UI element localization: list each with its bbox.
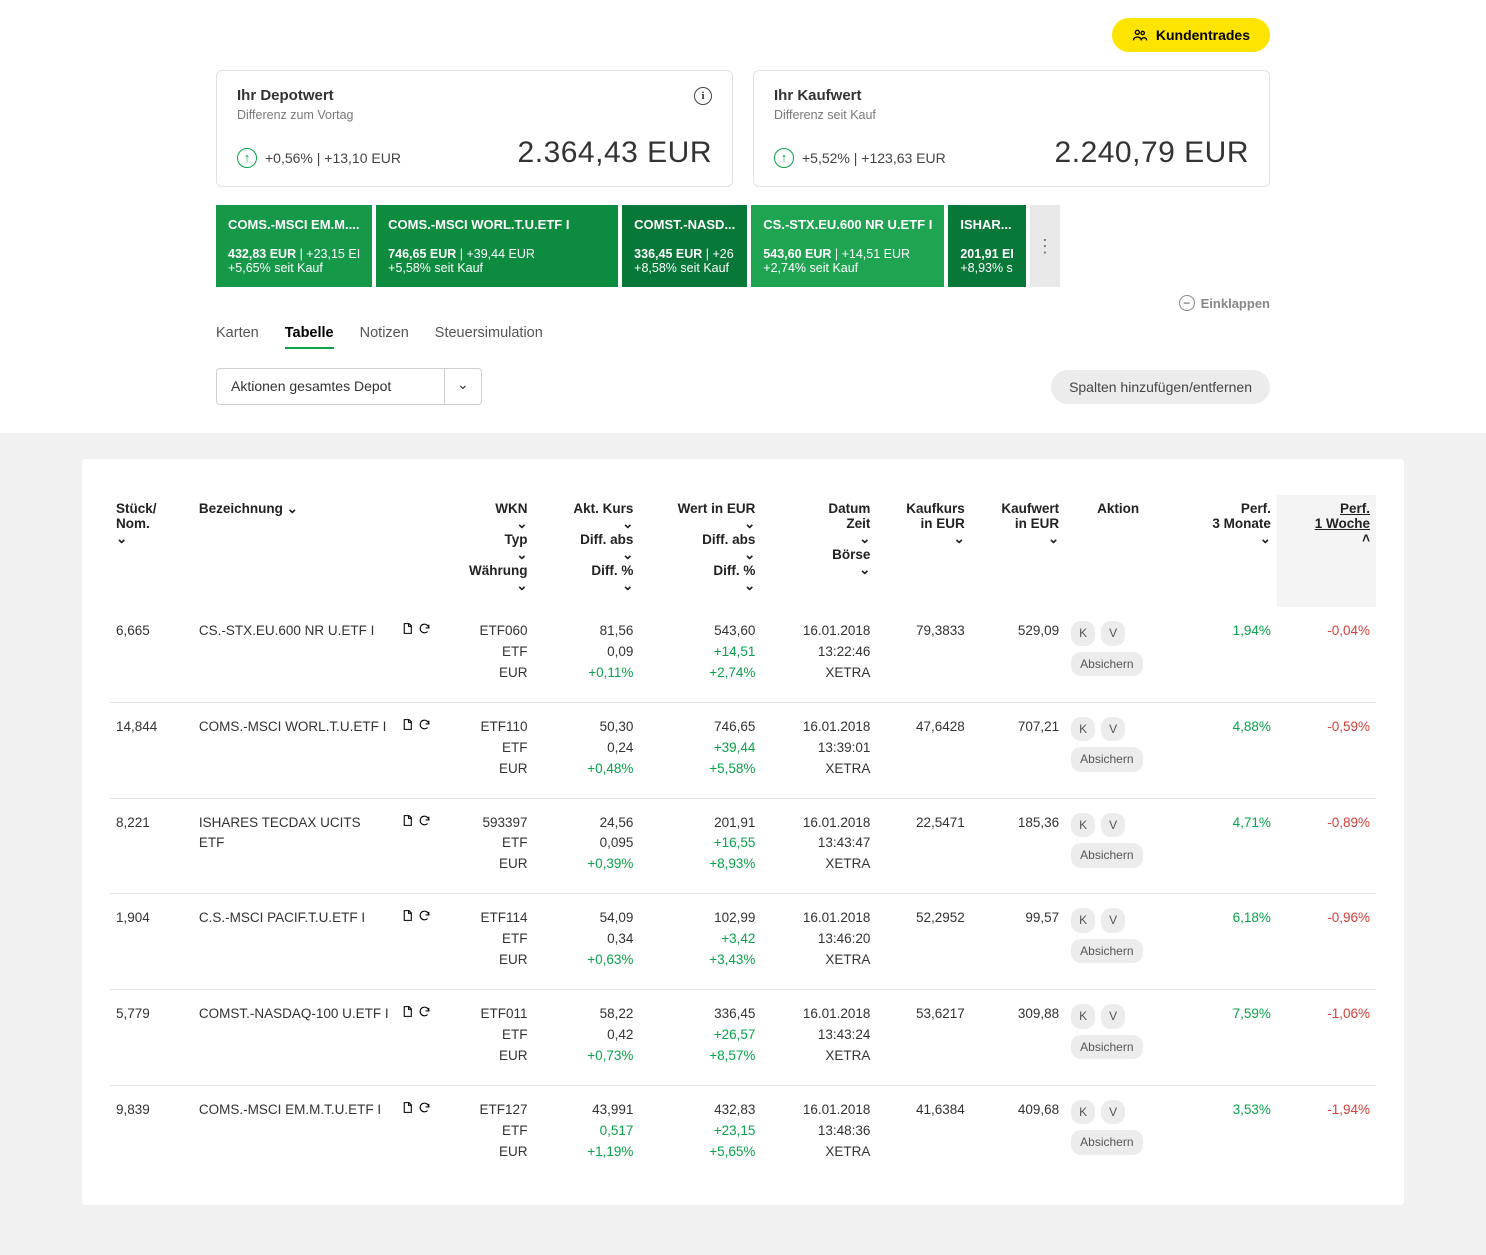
users-icon [1132,27,1148,43]
depot-title: Ihr Depotwert [237,87,354,104]
kundentrades-button[interactable]: Kundentrades [1112,18,1270,52]
hedge-button[interactable]: Absichern [1071,939,1142,964]
tile-item[interactable]: COMST.-NASD... 336,45 EUR | +26 +8,58% s… [622,205,747,287]
tabs: Karten Tabelle Notizen Steuersimulation [216,325,1270,350]
document-icon [401,1101,414,1114]
kauf-subtitle: Differenz seit Kauf [774,108,1249,122]
th-bezeichnung[interactable]: Bezeichnung ⌄ [193,495,396,607]
row-icons[interactable] [401,718,431,731]
depot-value: 2.364,43 EUR [518,136,712,170]
tab-karten[interactable]: Karten [216,325,259,349]
th-kurs[interactable]: Akt. Kurs ⌄Diff. abs ⌄Diff. % ⌄ [534,495,640,607]
depot-diff: +0,56% | +13,10 EUR [265,150,401,166]
instrument-name[interactable]: ISHARES TECDAX UCITS ETF [193,798,396,894]
hedge-button[interactable]: Absichern [1071,747,1142,772]
buy-button[interactable]: K [1071,621,1095,646]
kundentrades-label: Kundentrades [1156,27,1250,43]
minus-icon [1179,295,1195,311]
chevron-down-icon[interactable] [444,368,482,405]
refresh-icon [418,1005,431,1018]
hedge-button[interactable]: Absichern [1071,1035,1142,1060]
tiles-row: COMS.-MSCI EM.M.... 432,83 EUR | +23,15 … [216,205,1270,287]
row-icons[interactable] [401,1101,431,1114]
columns-button[interactable]: Spalten hinzufügen/entfernen [1051,370,1270,404]
refresh-icon [418,1101,431,1114]
tiles-more-button[interactable] [1030,205,1060,287]
instrument-name[interactable]: C.S.-MSCI PACIF.T.U.ETF I [193,894,396,990]
th-stueck[interactable]: Stück/Nom. ⌄ [110,495,193,607]
table-row: 5,779 COMST.-NASDAQ-100 U.ETF I ETF011ET… [110,990,1376,1086]
table-row: 1,904 C.S.-MSCI PACIF.T.U.ETF I ETF114ET… [110,894,1376,990]
sell-button[interactable]: V [1101,908,1125,933]
sell-button[interactable]: V [1101,813,1125,838]
instrument-name[interactable]: CS.-STX.EU.600 NR U.ETF I [193,607,396,703]
buy-button[interactable]: K [1071,1100,1095,1125]
th-wkn[interactable]: WKN ⌄Typ ⌄Währung ⌄ [435,495,534,607]
depot-card: Ihr Depotwert Differenz zum Vortag i +0,… [216,70,733,187]
buy-button[interactable]: K [1071,1004,1095,1029]
row-icons[interactable] [401,1005,431,1018]
sell-button[interactable]: V [1101,717,1125,742]
kauf-value: 2.240,79 EUR [1055,136,1249,170]
kauf-diff: +5,52% | +123,63 EUR [802,150,946,166]
th-kaufwert[interactable]: Kaufwertin EUR ⌄ [971,495,1065,607]
refresh-icon [418,814,431,827]
hedge-button[interactable]: Absichern [1071,652,1142,677]
th-aktion: Aktion [1065,495,1171,607]
arrow-up-icon [237,148,257,168]
refresh-icon [418,909,431,922]
document-icon [401,718,414,731]
document-icon [401,1005,414,1018]
row-icons[interactable] [401,814,431,827]
collapse-button[interactable]: Einklappen [216,295,1270,311]
tile-item[interactable]: COMS.-MSCI EM.M.... 432,83 EUR | +23,15 … [216,205,372,287]
sell-button[interactable]: V [1101,621,1125,646]
th-kaufkurs[interactable]: Kaufkursin EUR ⌄ [876,495,970,607]
th-wert[interactable]: Wert in EUR ⌄Diff. abs ⌄Diff. % ⌄ [639,495,761,607]
document-icon [401,814,414,827]
buy-button[interactable]: K [1071,717,1095,742]
tile-item[interactable]: ISHAR... 201,91 EI +8,93% s [948,205,1026,287]
hedge-button[interactable]: Absichern [1071,1130,1142,1155]
arrow-up-icon [774,148,794,168]
document-icon [401,622,414,635]
hedge-button[interactable]: Absichern [1071,843,1142,868]
document-icon [401,909,414,922]
instrument-name[interactable]: COMST.-NASDAQ-100 U.ETF I [193,990,396,1086]
th-perf-1w[interactable]: Perf.1 Woche ˄ [1277,495,1376,607]
buy-button[interactable]: K [1071,813,1095,838]
tile-item[interactable]: CS.-STX.EU.600 NR U.ETF I 543,60 EUR | +… [751,205,944,287]
th-perf-3m[interactable]: Perf.3 Monate ⌄ [1171,495,1277,607]
tab-steuersimulation[interactable]: Steuersimulation [435,325,543,349]
tab-tabelle[interactable]: Tabelle [285,325,334,349]
info-icon[interactable]: i [694,87,712,105]
depot-subtitle: Differenz zum Vortag [237,108,354,122]
th-datum[interactable]: DatumZeit ⌄Börse ⌄ [761,495,876,607]
refresh-icon [418,718,431,731]
instrument-name[interactable]: COMS.-MSCI EM.M.T.U.ETF I [193,1085,396,1180]
row-icons[interactable] [401,909,431,922]
kauf-title: Ihr Kaufwert [774,87,1249,104]
tile-item[interactable]: COMS.-MSCI WORL.T.U.ETF I 746,65 EUR | +… [376,205,618,287]
table-row: 14,844 COMS.-MSCI WORL.T.U.ETF I ETF110E… [110,702,1376,798]
instrument-name[interactable]: COMS.-MSCI WORL.T.U.ETF I [193,702,396,798]
kauf-card: Ihr Kaufwert Differenz seit Kauf +5,52% … [753,70,1270,187]
table-row: 6,665 CS.-STX.EU.600 NR U.ETF I ETF060ET… [110,607,1376,703]
sell-button[interactable]: V [1101,1004,1125,1029]
table-row: 8,221 ISHARES TECDAX UCITS ETF 593397ETF… [110,798,1376,894]
sell-button[interactable]: V [1101,1100,1125,1125]
row-icons[interactable] [401,622,431,635]
actions-select[interactable]: Aktionen gesamtes Depot [216,368,482,405]
buy-button[interactable]: K [1071,908,1095,933]
tab-notizen[interactable]: Notizen [360,325,409,349]
holdings-table: Stück/Nom. ⌄ Bezeichnung ⌄ WKN ⌄Typ ⌄Wäh… [82,459,1404,1205]
table-row: 9,839 COMS.-MSCI EM.M.T.U.ETF I ETF127ET… [110,1085,1376,1180]
refresh-icon [418,622,431,635]
